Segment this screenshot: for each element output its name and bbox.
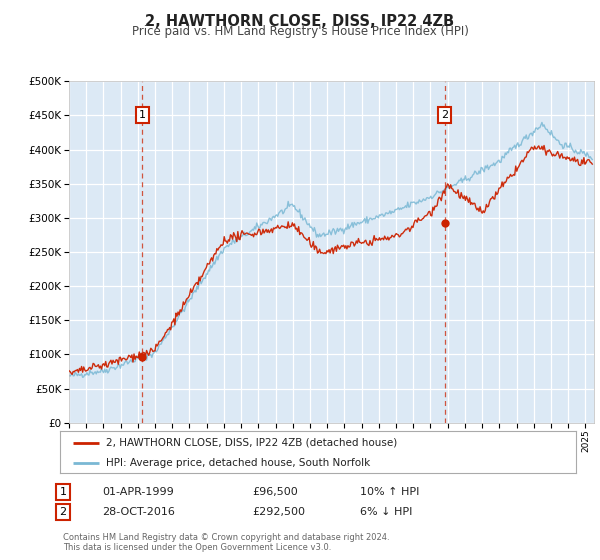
Text: Price paid vs. HM Land Registry's House Price Index (HPI): Price paid vs. HM Land Registry's House …	[131, 25, 469, 38]
Text: 2: 2	[59, 507, 67, 517]
Text: 2, HAWTHORN CLOSE, DISS, IP22 4ZB: 2, HAWTHORN CLOSE, DISS, IP22 4ZB	[145, 14, 455, 29]
Text: 01-APR-1999: 01-APR-1999	[102, 487, 174, 497]
Text: 10% ↑ HPI: 10% ↑ HPI	[360, 487, 419, 497]
Text: 6% ↓ HPI: 6% ↓ HPI	[360, 507, 412, 517]
Text: 2: 2	[441, 110, 448, 120]
Text: 28-OCT-2016: 28-OCT-2016	[102, 507, 175, 517]
Text: £96,500: £96,500	[252, 487, 298, 497]
Text: Contains HM Land Registry data © Crown copyright and database right 2024.: Contains HM Land Registry data © Crown c…	[63, 533, 389, 542]
Text: £292,500: £292,500	[252, 507, 305, 517]
Text: HPI: Average price, detached house, South Norfolk: HPI: Average price, detached house, Sout…	[106, 458, 371, 468]
Text: 2, HAWTHORN CLOSE, DISS, IP22 4ZB (detached house): 2, HAWTHORN CLOSE, DISS, IP22 4ZB (detac…	[106, 438, 398, 448]
Text: 1: 1	[59, 487, 67, 497]
Text: This data is licensed under the Open Government Licence v3.0.: This data is licensed under the Open Gov…	[63, 543, 331, 552]
Text: 1: 1	[139, 110, 146, 120]
